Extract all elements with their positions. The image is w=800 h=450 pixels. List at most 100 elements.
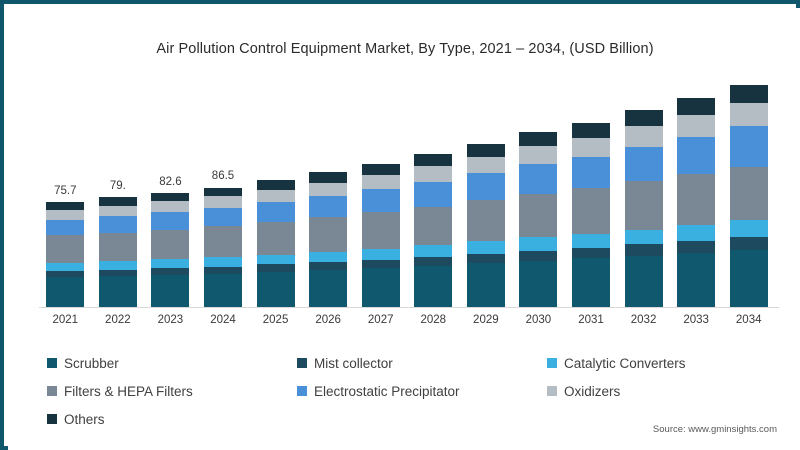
bar-segment[interactable]: [466, 241, 505, 254]
bar-segment[interactable]: [414, 166, 453, 182]
legend-item[interactable]: Filters & HEPA Filters: [47, 377, 297, 405]
bar-segment[interactable]: [729, 236, 768, 250]
bar-segment[interactable]: [519, 146, 558, 165]
bar-segment[interactable]: [151, 229, 190, 260]
legend-item[interactable]: Others: [47, 405, 297, 433]
bar-segment[interactable]: [46, 277, 85, 307]
bar-segment[interactable]: [151, 259, 190, 269]
bar-segment[interactable]: [624, 255, 663, 307]
bar-segment[interactable]: [98, 197, 137, 206]
bar-segment[interactable]: [729, 126, 768, 167]
bar-segment[interactable]: [466, 263, 505, 307]
bar-segment[interactable]: [361, 164, 400, 176]
legend-item[interactable]: Oxidizers: [547, 377, 767, 405]
bar-segment[interactable]: [361, 259, 400, 268]
bar-segment[interactable]: [729, 166, 768, 221]
bar-segment[interactable]: [151, 212, 190, 230]
bar-column[interactable]: [361, 164, 400, 307]
bar-column[interactable]: [519, 132, 558, 307]
bar-segment[interactable]: [309, 172, 348, 183]
bar-segment[interactable]: [677, 97, 716, 115]
bar-segment[interactable]: [466, 200, 505, 242]
bar-segment[interactable]: [572, 122, 610, 138]
bar-segment[interactable]: [414, 154, 453, 167]
bar-segment[interactable]: [466, 143, 505, 157]
legend-item[interactable]: Scrubber: [47, 349, 297, 377]
bar-segment[interactable]: [729, 102, 768, 127]
bar-segment[interactable]: [46, 271, 85, 278]
bar-segment[interactable]: [361, 248, 400, 260]
bar-segment[interactable]: [151, 201, 190, 213]
bar-segment[interactable]: [46, 219, 85, 236]
bar-segment[interactable]: [151, 192, 190, 202]
bar-segment[interactable]: [572, 156, 610, 189]
bar-segment[interactable]: [98, 269, 137, 277]
bar-segment[interactable]: [572, 247, 610, 259]
bar-segment[interactable]: [361, 212, 400, 249]
bar-column[interactable]: 86.5: [204, 170, 242, 307]
bar-segment[interactable]: [309, 195, 348, 218]
bar-column[interactable]: [729, 84, 768, 307]
bar-segment[interactable]: [46, 209, 85, 220]
bar-segment[interactable]: [677, 136, 716, 175]
bar-segment[interactable]: [98, 232, 137, 262]
bar-segment[interactable]: [519, 237, 558, 251]
legend-item[interactable]: Mist collector: [297, 349, 547, 377]
bar-segment[interactable]: [624, 244, 663, 256]
bar-segment[interactable]: [414, 181, 453, 207]
bar-segment[interactable]: [204, 273, 242, 307]
bar-segment[interactable]: [256, 201, 295, 222]
bar-segment[interactable]: [98, 215, 137, 233]
bar-segment[interactable]: [519, 260, 558, 307]
bar-segment[interactable]: [256, 264, 295, 272]
bar-segment[interactable]: [729, 249, 768, 307]
bar-column[interactable]: 82.6: [151, 176, 190, 307]
bar-segment[interactable]: [729, 84, 768, 103]
bar-segment[interactable]: [677, 240, 716, 253]
bar-segment[interactable]: [414, 245, 453, 257]
bar-column[interactable]: 75.7: [46, 185, 85, 307]
bar-column[interactable]: [414, 154, 453, 307]
bar-column[interactable]: [677, 97, 716, 307]
bar-segment[interactable]: [204, 226, 242, 258]
bar-segment[interactable]: [98, 205, 137, 216]
bar-segment[interactable]: [256, 271, 295, 307]
bar-segment[interactable]: [677, 252, 716, 307]
legend-item[interactable]: Catalytic Converters: [547, 349, 767, 377]
bar-segment[interactable]: [677, 225, 716, 241]
bar-segment[interactable]: [624, 126, 663, 147]
bar-segment[interactable]: [729, 220, 768, 237]
bar-segment[interactable]: [309, 217, 348, 252]
bar-segment[interactable]: [204, 257, 242, 267]
bar-column[interactable]: [256, 179, 295, 307]
bar-segment[interactable]: [256, 179, 295, 190]
bar-segment[interactable]: [519, 193, 558, 238]
bar-column[interactable]: [572, 122, 610, 307]
bar-segment[interactable]: [204, 196, 242, 208]
bar-segment[interactable]: [624, 146, 663, 182]
bar-segment[interactable]: [309, 251, 348, 263]
bar-segment[interactable]: [572, 188, 610, 234]
bar-segment[interactable]: [519, 250, 558, 261]
bar-segment[interactable]: [204, 187, 242, 197]
bar-segment[interactable]: [414, 206, 453, 246]
bar-segment[interactable]: [361, 189, 400, 213]
bar-segment[interactable]: [414, 265, 453, 307]
bar-segment[interactable]: [151, 274, 190, 307]
legend-item[interactable]: Electrostatic Precipitator: [297, 377, 547, 405]
bar-column[interactable]: [466, 143, 505, 307]
bar-segment[interactable]: [519, 132, 558, 147]
bar-column[interactable]: [624, 110, 663, 307]
bar-column[interactable]: 79.: [98, 180, 137, 307]
bar-segment[interactable]: [519, 164, 558, 194]
bar-segment[interactable]: [204, 266, 242, 274]
bar-segment[interactable]: [677, 174, 716, 226]
bar-segment[interactable]: [309, 262, 348, 270]
bar-segment[interactable]: [466, 156, 505, 174]
bar-segment[interactable]: [46, 263, 85, 272]
bar-column[interactable]: [309, 172, 348, 307]
bar-segment[interactable]: [677, 114, 716, 137]
bar-segment[interactable]: [46, 202, 85, 210]
bar-segment[interactable]: [624, 229, 663, 245]
bar-segment[interactable]: [624, 181, 663, 230]
